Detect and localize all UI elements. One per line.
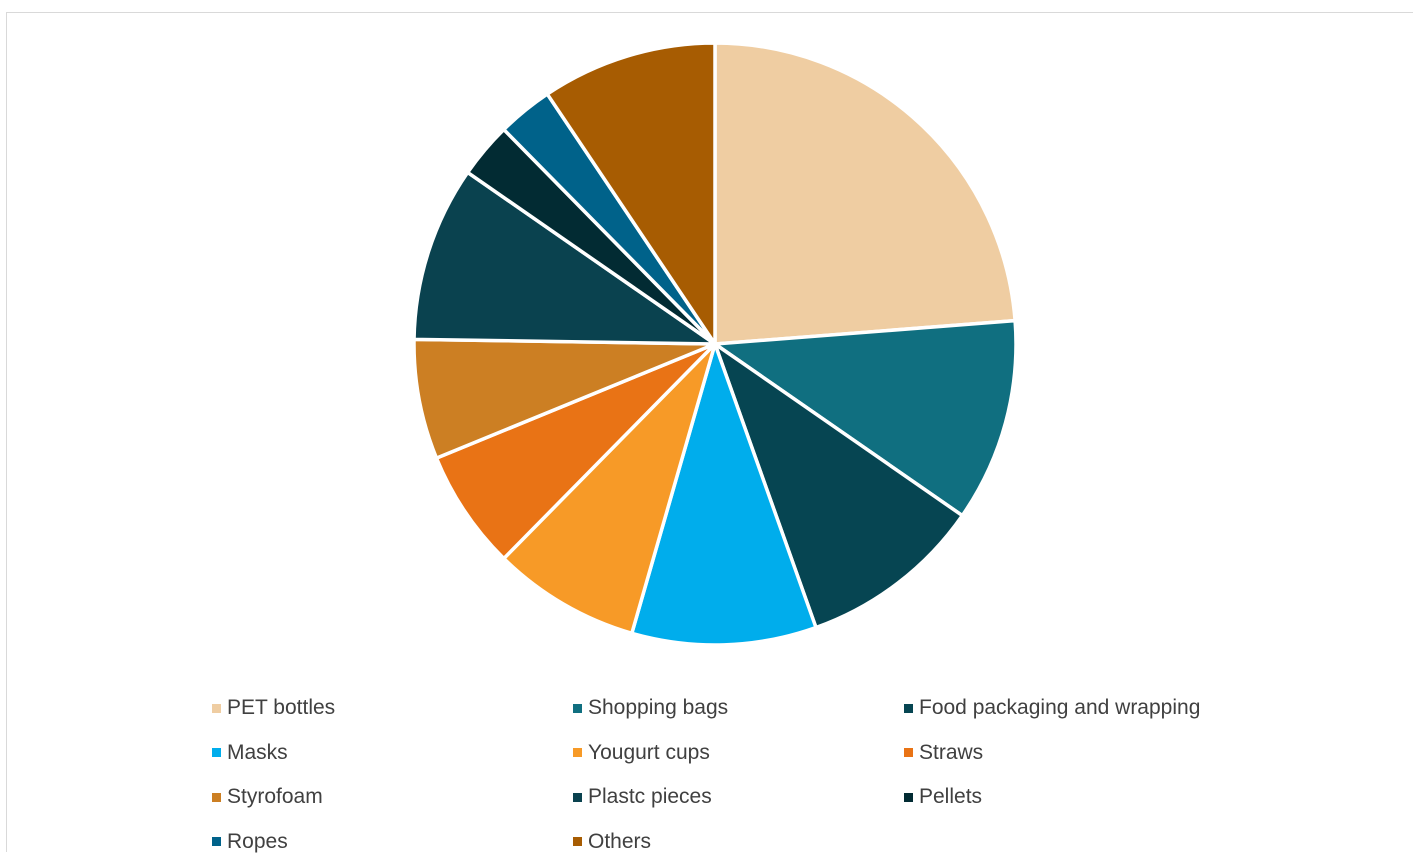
legend-swatch: [573, 703, 582, 713]
legend-item: Pellets: [904, 785, 982, 809]
legend-swatch: [212, 703, 221, 713]
legend-label: Plastc pieces: [588, 785, 712, 808]
legend-swatch: [212, 837, 221, 846]
legend-item: Ropes: [212, 830, 288, 854]
legend-item: Yougurt cups: [573, 741, 710, 765]
legend-label: Masks: [227, 740, 288, 764]
legend-swatch: [904, 703, 913, 713]
pie-slice-plastc-pieces: [412, 170, 717, 346]
legend-swatch: [904, 792, 913, 802]
legend-item: Masks: [212, 741, 288, 765]
pie-slice-food-packaging-and-wrapping: [713, 342, 965, 630]
pie-slice-straws: [434, 342, 717, 561]
legend-label: Yougurt cups: [588, 740, 710, 764]
legend-label: Others: [588, 829, 652, 853]
legend-swatch: [904, 748, 913, 757]
legend-label: Ropes: [227, 829, 288, 853]
pie-slice-shopping-bags: [713, 318, 1018, 518]
legend-label: Styrofoam: [227, 785, 323, 808]
legend-item: PET bottles: [212, 696, 335, 720]
legend-label: PET bottles: [227, 696, 336, 719]
legend-label: Food packaging and wrapping: [919, 696, 1201, 719]
legend-item: Shopping bags: [573, 696, 728, 720]
legend-item: Plastc pieces: [573, 785, 712, 809]
pie-chart: [412, 41, 1018, 647]
legend-item: Straws: [904, 741, 983, 765]
legend-label: Pellets: [919, 785, 983, 808]
legend-label: Straws: [919, 740, 984, 764]
pie-slice-others: [545, 41, 717, 346]
legend-swatch: [212, 748, 221, 757]
pie-slice-masks: [630, 342, 818, 647]
pie-slice-pet-bottles: [713, 41, 1017, 346]
pie-slice-styrofoam: [412, 337, 717, 460]
legend-item: Others: [573, 830, 651, 854]
legend-label: Shopping bags: [588, 696, 729, 719]
legend-swatch: [573, 748, 582, 757]
chart-area: PET bottles Shopping bags Food packaging a…: [6, 12, 1413, 854]
legend-swatch: [573, 792, 582, 802]
legend-swatch: [573, 837, 582, 846]
legend-item: Food packaging and wrapping: [904, 696, 1200, 720]
legend-swatch: [212, 792, 221, 802]
pie-slice-yougurt-cups: [502, 342, 717, 636]
legend-item: Styrofoam: [212, 785, 323, 809]
